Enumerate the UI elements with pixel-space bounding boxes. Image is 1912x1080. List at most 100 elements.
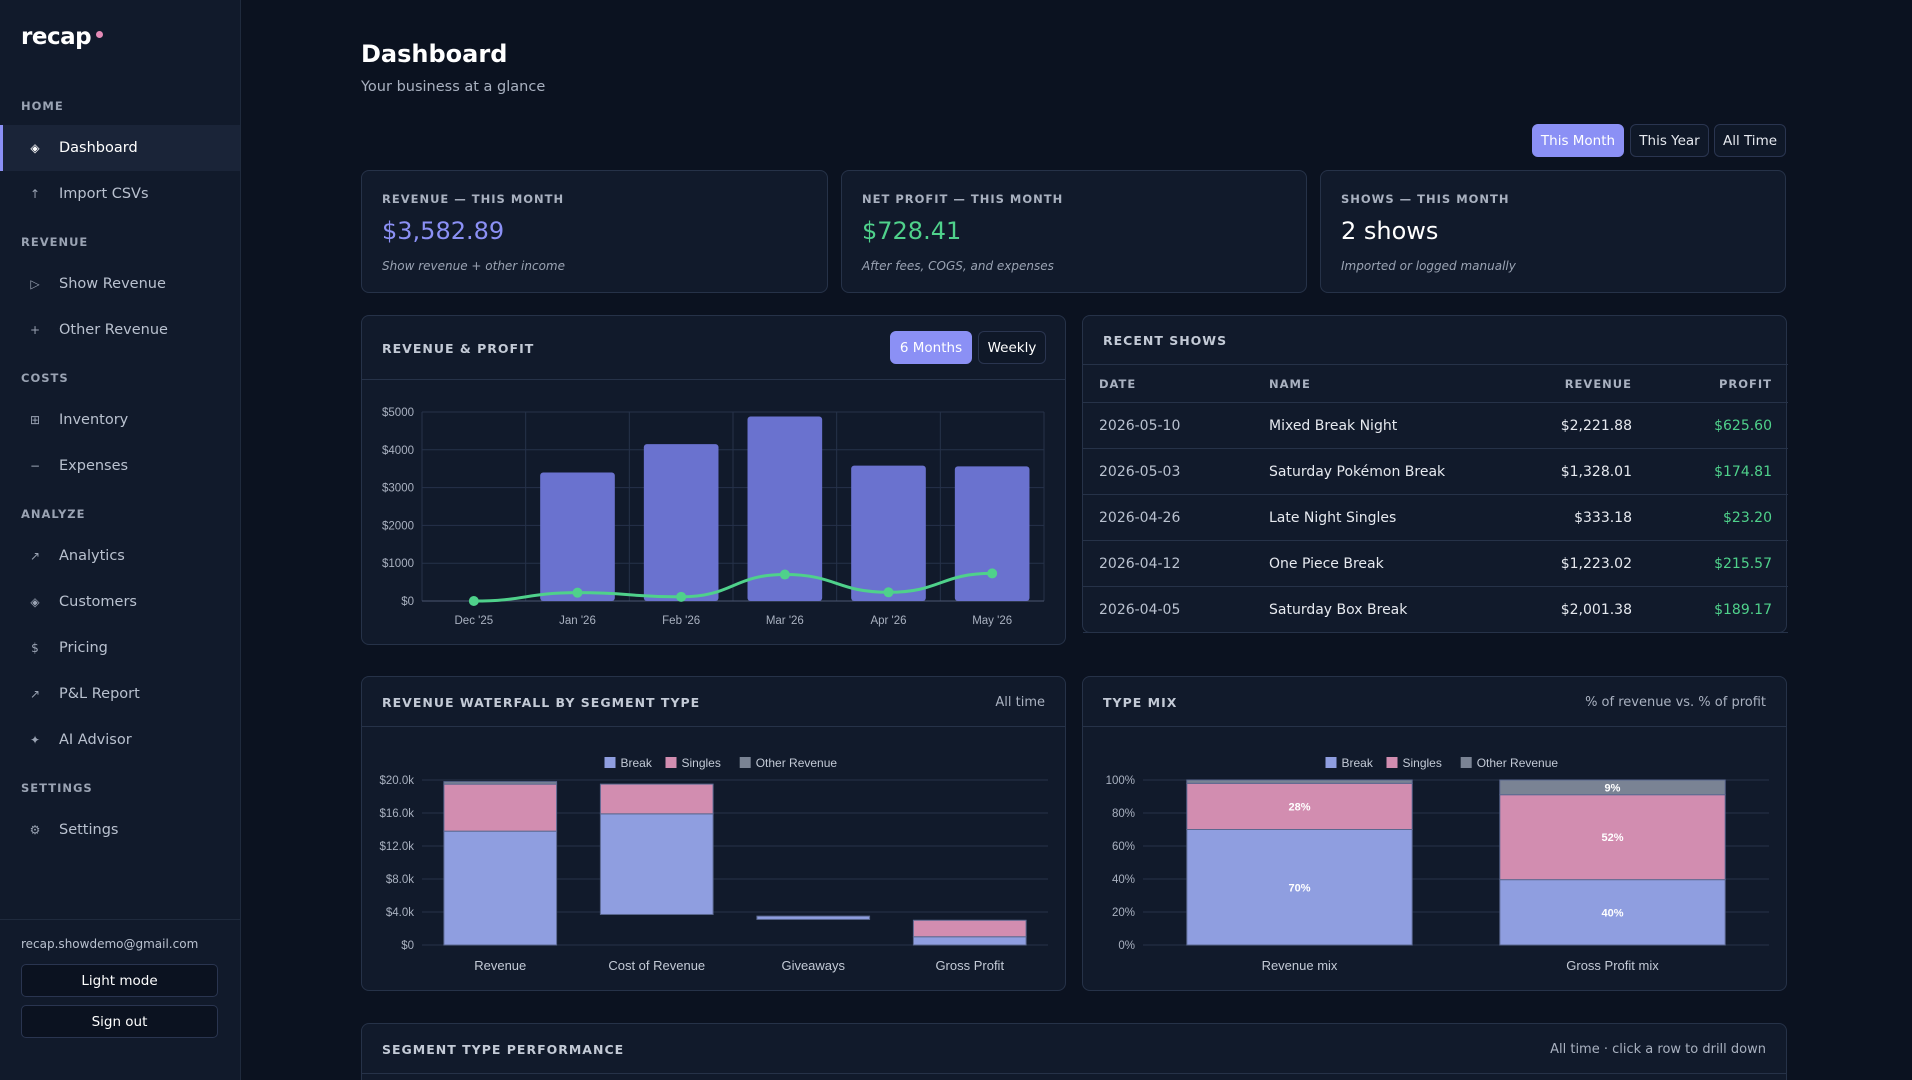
cell-name: One Piece Break	[1253, 540, 1498, 587]
revenue-profit-chart: $0 $1000 $2000 $3000 $4000 $5000 Dec '25 Jan '2…	[382, 407, 1045, 627]
x-tick-label: Gross Profit mix	[1566, 958, 1659, 973]
light-mode-button[interactable]: Light mode	[21, 964, 218, 997]
card-title: REVENUE WATERFALL BY SEGMENT TYPE	[382, 695, 701, 710]
y-tick-label: $4000	[382, 445, 414, 457]
cell-date: 2026-04-05	[1083, 586, 1253, 633]
recent-shows-table: DATE NAME REVENUE PROFIT 2026-05-10 Mixed…	[1083, 364, 1788, 633]
waterfall-chart: $0 $4.0k $8.0k $12.0k $16.0k $20.0k Revenue Cos…	[379, 756, 1048, 973]
data-label: 52%	[1601, 832, 1623, 844]
sidebar-item-ai-advisor[interactable]: ✦ AI Advisor	[0, 717, 240, 763]
sidebar-item-show-revenue[interactable]: ▷ Show Revenue	[0, 261, 240, 307]
settings-icon: ⚙	[29, 823, 41, 837]
x-tick-label: Dec '25	[455, 615, 494, 627]
logo-dot	[96, 31, 104, 38]
segment-performance-card: SEGMENT TYPE PERFORMANCE All time · clic…	[361, 1023, 1787, 1080]
revenue-profit-card: REVENUE & PROFIT 6 Months Weekly $0 $1000…	[361, 315, 1066, 645]
kpi-label: SHOWS — THIS MONTH	[1341, 192, 1510, 206]
bar-singles	[599, 783, 714, 815]
legend-swatch-break	[1325, 757, 1337, 768]
recent-shows-body: 2026-05-10 Mixed Break Night $2,221.88 $625…	[1083, 402, 1788, 633]
y-tick-label: $16.0k	[379, 808, 414, 820]
table-row[interactable]: 2026-05-03 Saturday Pokémon Break $1,328.0…	[1083, 448, 1788, 495]
x-tick-label: Giveaways	[781, 958, 845, 973]
bar-break	[443, 830, 558, 946]
data-label: 9%	[1605, 782, 1621, 794]
kpi-card-revenue: REVENUE — THIS MONTH $3,582.89 Show reve…	[361, 170, 828, 293]
sidebar-item-label: Expenses	[59, 458, 129, 474]
sidebar-item-label: Inventory	[59, 412, 129, 428]
inventory-icon: ⊞	[29, 413, 41, 427]
sidebar-item-label: Other Revenue	[59, 322, 168, 338]
table-header-row: DATE NAME REVENUE PROFIT	[1083, 364, 1788, 403]
col-profit: PROFIT	[1648, 364, 1788, 403]
sidebar-item-dashboard[interactable]: ◈ Dashboard	[0, 125, 240, 171]
y-tick-label: 40%	[1112, 874, 1135, 886]
waterfall-card: REVENUE WATERFALL BY SEGMENT TYPE All ti…	[361, 676, 1066, 991]
cell-revenue: $1,223.02	[1498, 540, 1648, 587]
card-header: TYPE MIX % of revenue vs. % of profit	[1083, 677, 1786, 727]
sidebar-item-expenses[interactable]: − Expenses	[0, 443, 240, 489]
toggle-weekly-button[interactable]: Weekly	[978, 331, 1046, 364]
cell-profit: $189.17	[1648, 586, 1788, 633]
sidebar-item-label: Customers	[59, 594, 137, 610]
nav-section-home: HOME	[21, 99, 64, 113]
card-header: REVENUE WATERFALL BY SEGMENT TYPE All ti…	[362, 677, 1065, 727]
bar-break	[1186, 829, 1413, 946]
profit-point	[468, 596, 479, 606]
card-header: SEGMENT TYPE PERFORMANCE All time · clic…	[362, 1024, 1786, 1074]
x-tick-label: Gross Profit	[935, 958, 1004, 973]
pl-report-icon: ↗	[29, 687, 41, 701]
sidebar-item-settings[interactable]: ⚙ Settings	[0, 807, 240, 853]
sidebar-item-analytics[interactable]: ↗ Analytics	[0, 533, 240, 579]
sidebar-item-other-revenue[interactable]: + Other Revenue	[0, 307, 240, 353]
table-row[interactable]: 2026-04-05 Saturday Box Break $2,001.38 $18…	[1083, 586, 1788, 633]
data-label: 40%	[1601, 907, 1623, 919]
cell-name: Saturday Box Break	[1253, 586, 1498, 633]
card-title: RECENT SHOWS	[1103, 333, 1228, 348]
recent-shows-card: RECENT SHOWS DATE NAME REVENUE PROFIT 20…	[1082, 315, 1788, 633]
table-row[interactable]: 2026-04-26 Late Night Singles $333.18 $23.2…	[1083, 494, 1788, 541]
range-this-year-button[interactable]: This Year	[1630, 124, 1709, 157]
range-this-month-button[interactable]: This Month	[1532, 124, 1624, 157]
legend-label: Singles	[682, 756, 721, 770]
bar-other-revenue	[443, 781, 558, 785]
sidebar-item-inventory[interactable]: ⊞ Inventory	[0, 397, 240, 443]
card-title: TYPE MIX	[1103, 695, 1178, 710]
bar-other-revenue	[1186, 779, 1413, 784]
kpi-note: After fees, COGS, and expenses	[862, 259, 1054, 273]
y-tick-label: $20.0k	[379, 775, 414, 787]
card-subtitle: % of revenue vs. % of profit	[1585, 695, 1766, 710]
sidebar-item-customers[interactable]: ◈ Customers	[0, 579, 240, 625]
table-row[interactable]: 2026-04-12 One Piece Break $1,223.02 $215.5…	[1083, 540, 1788, 587]
dashboard-icon: ◈	[30, 141, 40, 155]
data-label: 70%	[1288, 882, 1310, 894]
toggle-6-months-button[interactable]: 6 Months	[890, 331, 972, 364]
col-name: NAME	[1253, 364, 1498, 403]
nav-section-costs: COSTS	[21, 371, 69, 385]
expenses-icon: −	[29, 459, 41, 473]
page-subtitle: Your business at a glance	[361, 79, 546, 95]
sidebar-footer: recap.showdemo@gmail.com Light mode Sign…	[0, 919, 240, 1080]
sidebar-item-import[interactable]: ↑ Import CSVs	[0, 171, 240, 217]
bar-singles	[1499, 794, 1726, 881]
sidebar-item-label: Settings	[59, 822, 119, 838]
sign-out-button[interactable]: Sign out	[21, 1005, 218, 1038]
sidebar-item-pricing[interactable]: $ Pricing	[0, 625, 240, 671]
cell-revenue: $333.18	[1498, 494, 1648, 541]
table-row[interactable]: 2026-05-10 Mixed Break Night $2,221.88 $625…	[1083, 402, 1788, 449]
legend-label: Singles	[1403, 756, 1442, 770]
y-tick-label: $0	[401, 940, 414, 952]
bar-singles	[443, 783, 558, 832]
y-tick-label: $0	[401, 596, 414, 608]
range-all-time-button[interactable]: All Time	[1714, 124, 1786, 157]
card-subtitle: All time · click a row to drill down	[1550, 1042, 1766, 1057]
app-logo[interactable]: recap	[21, 24, 104, 50]
kpi-value: 2 shows	[1341, 217, 1439, 245]
legend-label: Break	[621, 756, 653, 770]
ai-advisor-icon: ✦	[29, 733, 41, 747]
bar-break	[912, 936, 1027, 946]
sidebar-item-pl-report[interactable]: ↗ P&L Report	[0, 671, 240, 717]
legend-swatch-other-revenue	[739, 757, 751, 768]
x-tick-label: Jan '26	[559, 615, 596, 627]
type-mix-chart: 0% 20% 40% 60% 80% 100% 70% 28% 40% 52% 9% Revenue …	[1106, 756, 1769, 973]
